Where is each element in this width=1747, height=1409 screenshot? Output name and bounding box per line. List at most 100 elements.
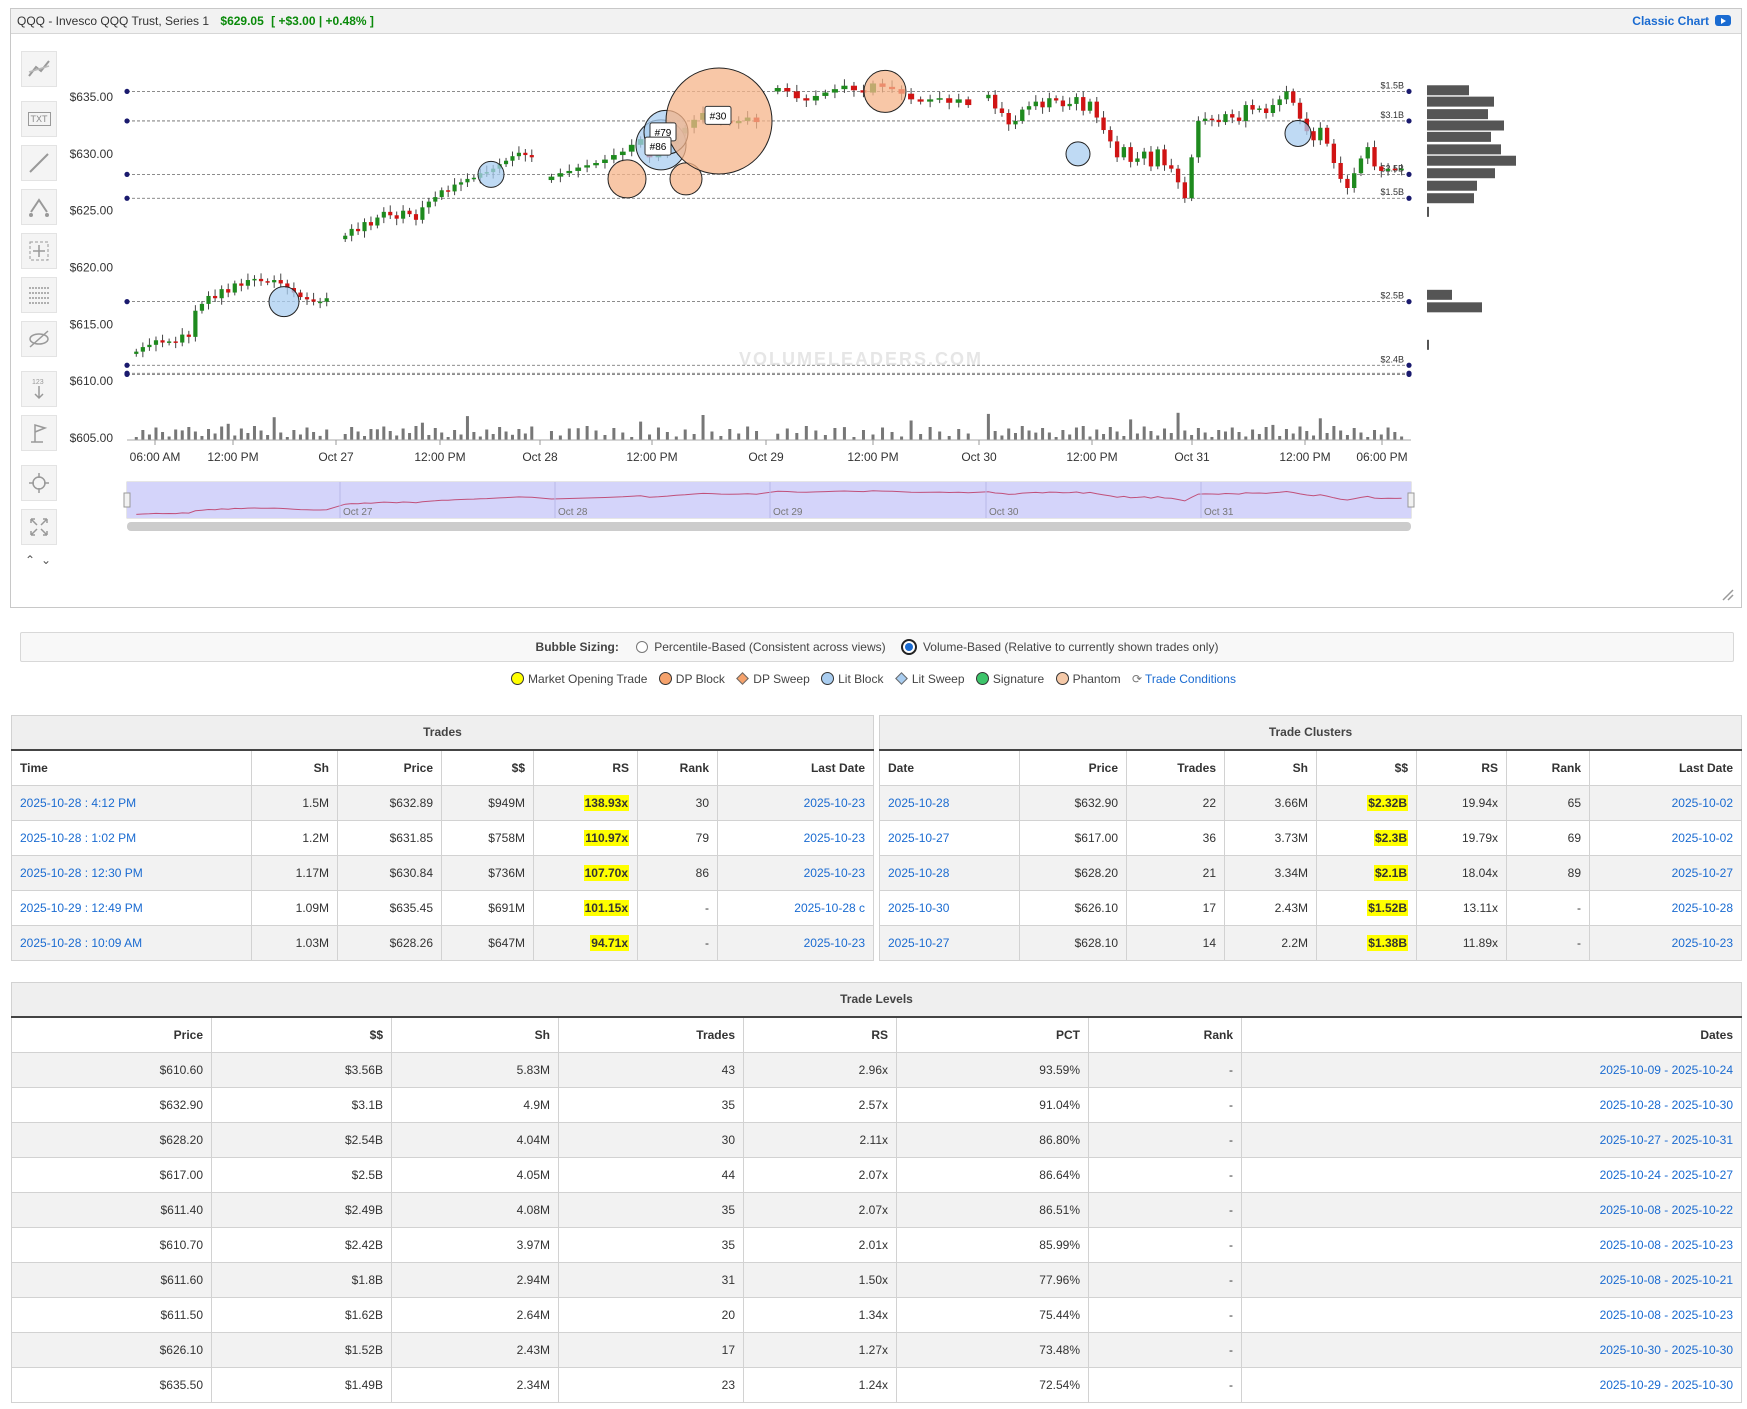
fullscreen-icon[interactable]	[21, 509, 57, 545]
level-row[interactable]: $611.60 $1.8B 2.94M 31 1.50x 77.96% - 2025-10-0…	[11, 1262, 1742, 1298]
dates-link[interactable]: 2025-10-29 - 2025-10-30	[1599, 1378, 1733, 1392]
cluster-row[interactable]: 2025-10-27 $628.10 14 2.2M $1.38B 11.89x - 2025…	[879, 925, 1742, 961]
dates-cell[interactable]: 2025-10-08 - 2025-10-21	[1241, 1262, 1742, 1298]
dates-link[interactable]: 2025-10-09 - 2025-10-24	[1599, 1063, 1733, 1077]
last-date-link[interactable]: 2025-10-28 c	[794, 901, 865, 915]
last-date-cell[interactable]: 2025-10-02	[1589, 820, 1742, 856]
time-link[interactable]: 2025-10-28 : 10:09 AM	[20, 936, 143, 950]
classic-chart-link[interactable]: Classic Chart	[1632, 9, 1731, 34]
dates-link[interactable]: 2025-10-08 - 2025-10-21	[1599, 1273, 1733, 1287]
legend-phantom[interactable]: Phantom	[1055, 672, 1121, 686]
last-date-cell[interactable]: 2025-10-27	[1589, 855, 1742, 891]
volume-option[interactable]: Volume-Based (Relative to currently show…	[900, 638, 1218, 655]
last-date-link[interactable]: 2025-10-23	[803, 866, 865, 880]
time-cell[interactable]: 2025-10-28 : 10:09 AM	[11, 925, 252, 961]
time-cell[interactable]: 2025-10-28 : 12:30 PM	[11, 855, 252, 891]
time-link[interactable]: 2025-10-28 : 12:30 PM	[20, 866, 143, 880]
cluster-row[interactable]: 2025-10-28 $632.90 22 3.66M $2.32B 19.94x 65 20…	[879, 785, 1742, 821]
col-trades[interactable]: Trades	[1126, 748, 1225, 786]
dates-cell[interactable]: 2025-10-08 - 2025-10-22	[1241, 1192, 1742, 1228]
col-price[interactable]: Price	[337, 748, 442, 786]
last-date-cell[interactable]: 2025-10-28 c	[717, 890, 874, 926]
measure-icon[interactable]: 123	[21, 371, 57, 407]
level-row[interactable]: $628.20 $2.54B 4.04M 30 2.11x 86.80% - 2025-10-…	[11, 1122, 1742, 1158]
trade-row[interactable]: 2025-10-28 : 4:12 PM 1.5M $632.89 $949M 138.…	[11, 785, 874, 821]
last-date-cell[interactable]: 2025-10-23	[1589, 925, 1742, 961]
date-cell[interactable]: 2025-10-28	[879, 855, 1020, 891]
col-sh[interactable]: Sh	[391, 1015, 559, 1053]
zoom-icon[interactable]	[21, 465, 57, 501]
line-icon[interactable]	[21, 145, 57, 181]
percentile-radio[interactable]	[636, 640, 649, 653]
price-chart[interactable]: $635.00 $630.00 $625.00 $620.00 $615.00 $610.…	[11, 35, 1741, 605]
col-rank[interactable]: Rank	[1506, 748, 1590, 786]
dates-cell[interactable]: 2025-10-09 - 2025-10-24	[1241, 1052, 1742, 1088]
col-time[interactable]: Time	[11, 748, 252, 786]
col-sh[interactable]: Sh	[1224, 748, 1317, 786]
dates-cell[interactable]: 2025-10-08 - 2025-10-23	[1241, 1297, 1742, 1333]
last-date-cell[interactable]: 2025-10-23	[717, 855, 874, 891]
last-date-link[interactable]: 2025-10-27	[1671, 866, 1733, 880]
col-last-date[interactable]: Last Date	[1589, 748, 1742, 786]
last-date-link[interactable]: 2025-10-23	[1671, 936, 1733, 950]
dates-cell[interactable]: 2025-10-24 - 2025-10-27	[1241, 1157, 1742, 1193]
level-row[interactable]: $611.50 $1.62B 2.64M 20 1.34x 75.44% - 2025-10-…	[11, 1297, 1742, 1333]
last-date-cell[interactable]: 2025-10-28	[1589, 890, 1742, 926]
col-trades[interactable]: Trades	[558, 1015, 744, 1053]
col-last-date[interactable]: Last Date	[717, 748, 874, 786]
col-rs[interactable]: RS	[533, 748, 638, 786]
time-link[interactable]: 2025-10-28 : 1:02 PM	[20, 831, 137, 845]
last-date-link[interactable]: 2025-10-23	[803, 936, 865, 950]
last-date-link[interactable]: 2025-10-23	[803, 831, 865, 845]
dates-link[interactable]: 2025-10-08 - 2025-10-22	[1599, 1203, 1733, 1217]
last-date-cell[interactable]: 2025-10-23	[717, 820, 874, 856]
col-dollars[interactable]: $$	[211, 1015, 392, 1053]
dates-cell[interactable]: 2025-10-28 - 2025-10-30	[1241, 1087, 1742, 1123]
level-row[interactable]: $611.40 $2.49B 4.08M 35 2.07x 86.51% - 2025-10-…	[11, 1192, 1742, 1228]
trade-row[interactable]: 2025-10-28 : 12:30 PM 1.17M $630.84 $736M 10…	[11, 855, 874, 891]
date-cell[interactable]: 2025-10-30	[879, 890, 1020, 926]
col-date[interactable]: Date	[879, 748, 1020, 786]
col-pct[interactable]: PCT	[896, 1015, 1089, 1053]
legend-signature[interactable]: Signature	[975, 672, 1044, 686]
grid-lines-icon[interactable]	[21, 277, 57, 313]
level-row[interactable]: $635.50 $1.49B 2.34M 23 1.24x 72.54% - 2025-10-…	[11, 1367, 1742, 1403]
col-sh[interactable]: Sh	[251, 748, 338, 786]
legend-dp-block[interactable]: DP Block	[658, 672, 725, 686]
fib-icon[interactable]	[21, 189, 57, 225]
text-icon[interactable]: TXT	[21, 101, 57, 137]
dates-link[interactable]: 2025-10-08 - 2025-10-23	[1599, 1238, 1733, 1252]
level-row[interactable]: $610.60 $3.56B 5.83M 43 2.96x 93.59% - 2025-10-…	[11, 1052, 1742, 1088]
dates-link[interactable]: 2025-10-28 - 2025-10-30	[1599, 1098, 1733, 1112]
level-row[interactable]: $610.70 $2.42B 3.97M 35 2.01x 85.99% - 2025-10-…	[11, 1227, 1742, 1263]
flag-icon[interactable]	[21, 415, 57, 451]
hide-icon[interactable]	[21, 321, 57, 357]
trade-row[interactable]: 2025-10-29 : 12:49 PM 1.09M $635.45 $691M 10…	[11, 890, 874, 926]
trendline-icon[interactable]	[21, 51, 57, 87]
collapse-toolbar-icon[interactable]: ⌃⌄	[25, 553, 58, 567]
date-link[interactable]: 2025-10-28	[888, 866, 950, 880]
last-date-link[interactable]: 2025-10-02	[1671, 831, 1733, 845]
level-row[interactable]: $617.00 $2.5B 4.05M 44 2.07x 86.64% - 2025-10-2…	[11, 1157, 1742, 1193]
date-cell[interactable]: 2025-10-28	[879, 785, 1020, 821]
col-rank[interactable]: Rank	[637, 748, 718, 786]
dates-cell[interactable]: 2025-10-29 - 2025-10-30	[1241, 1367, 1742, 1403]
last-date-link[interactable]: 2025-10-02	[1671, 796, 1733, 810]
last-date-link[interactable]: 2025-10-23	[803, 796, 865, 810]
legend-lit-sweep[interactable]: Lit Sweep	[894, 672, 965, 686]
last-date-cell[interactable]: 2025-10-23	[717, 785, 874, 821]
crosshair-box-icon[interactable]	[21, 233, 57, 269]
date-cell[interactable]: 2025-10-27	[879, 925, 1020, 961]
trade-conditions-link[interactable]: ⟳ Trade Conditions	[1132, 672, 1236, 686]
time-link[interactable]: 2025-10-29 : 12:49 PM	[20, 901, 143, 915]
level-row[interactable]: $632.90 $3.1B 4.9M 35 2.57x 91.04% - 2025-10-28…	[11, 1087, 1742, 1123]
col-rs[interactable]: RS	[1416, 748, 1507, 786]
dates-link[interactable]: 2025-10-08 - 2025-10-23	[1599, 1308, 1733, 1322]
date-link[interactable]: 2025-10-27	[888, 936, 950, 950]
col-dollars[interactable]: $$	[1316, 748, 1417, 786]
dates-cell[interactable]: 2025-10-27 - 2025-10-31	[1241, 1122, 1742, 1158]
date-link[interactable]: 2025-10-28	[888, 796, 950, 810]
date-link[interactable]: 2025-10-30	[888, 901, 950, 915]
trade-row[interactable]: 2025-10-28 : 1:02 PM 1.2M $631.85 $758M 110.…	[11, 820, 874, 856]
dates-cell[interactable]: 2025-10-08 - 2025-10-23	[1241, 1227, 1742, 1263]
